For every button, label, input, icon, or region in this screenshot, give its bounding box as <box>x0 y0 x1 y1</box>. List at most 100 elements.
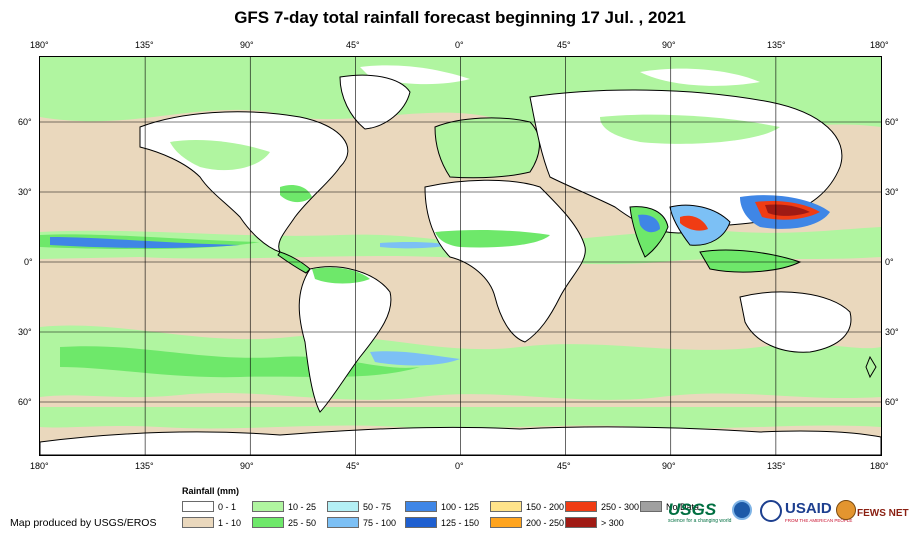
arctic-dry-patch-2 <box>640 68 760 86</box>
central-america <box>277 251 311 274</box>
lat-tick-right-0: 0° <box>885 257 894 267</box>
legend-item-0-1: 0 - 1 <box>182 500 236 513</box>
legend-label: 1 - 10 <box>218 517 242 528</box>
lon-tick-bottom-45w: 45° <box>346 461 360 471</box>
usgs-wordmark: USGS <box>668 500 717 519</box>
lat-tick-left-60s: 60° <box>18 397 32 407</box>
usaid-tagline: FROM THE AMERICAN PEOPLE <box>785 518 853 523</box>
lon-tick-top-180e: 180° <box>870 40 889 50</box>
legend-item-200-250: 200 - 250 <box>490 516 564 529</box>
us-east-rain <box>280 185 312 203</box>
itcz-atlantic-heavy <box>380 241 450 249</box>
usaid-seal-icon <box>760 500 782 522</box>
lon-tick-top-180w: 180° <box>30 40 49 50</box>
lon-tick-bottom-90w: 90° <box>240 461 254 471</box>
legend-swatch <box>182 501 214 512</box>
south-america <box>298 266 392 413</box>
legend-item-250-300: 250 - 300 <box>565 500 639 513</box>
lat-tick-left-60n: 60° <box>18 117 32 127</box>
lat-tick-left-30n: 30° <box>18 187 32 197</box>
legend-item-10-25: 10 - 25 <box>252 500 316 513</box>
lon-tick-top-45w: 45° <box>346 40 360 50</box>
legend-swatch <box>565 517 597 528</box>
lon-tick-top-135e: 135° <box>767 40 786 50</box>
legend-swatch <box>490 501 522 512</box>
legend-swatch <box>327 501 359 512</box>
india-west-coast-heavy <box>638 214 660 233</box>
legend-swatch <box>182 517 214 528</box>
rainfall-map-svg <box>40 57 881 455</box>
legend-swatch <box>565 501 597 512</box>
lat-tick-right-30s: 30° <box>885 327 899 337</box>
usaid-wordmark: USAID <box>785 500 832 517</box>
australia <box>739 291 852 353</box>
lon-tick-top-135w: 135° <box>135 40 154 50</box>
rainfall-map <box>39 56 882 456</box>
legend-swatch <box>252 517 284 528</box>
legend-label: 25 - 50 <box>288 517 317 528</box>
bay-of-bengal-extreme <box>680 215 708 231</box>
legend-label: 75 - 100 <box>363 517 397 528</box>
europe <box>434 117 540 179</box>
legend-item-25-50: 25 - 50 <box>252 516 316 529</box>
lon-tick-bottom-45e: 45° <box>557 461 571 471</box>
legend-label: No Data <box>666 501 700 512</box>
noaa-logo-icon <box>732 500 752 520</box>
lat-tick-right-60s: 60° <box>885 397 899 407</box>
fewsnet-globe-icon <box>836 500 856 520</box>
usaid-logo: USAID FROM THE AMERICAN PEOPLE <box>785 500 852 523</box>
new-zealand <box>865 355 877 379</box>
legend-label: 10 - 25 <box>288 501 317 512</box>
legend-label: 150 - 200 <box>526 501 565 512</box>
legend-title: Rainfall (mm) <box>182 486 240 496</box>
map-title: GFS 7-day total rainfall forecast beginn… <box>234 8 686 27</box>
legend-swatch <box>327 517 359 528</box>
legend-item-100-125: 100 - 125 <box>405 500 479 513</box>
lon-tick-bottom-0: 0° <box>455 461 464 471</box>
legend-label: > 300 <box>601 517 624 528</box>
legend-swatch <box>405 517 437 528</box>
lon-tick-top-90w: 90° <box>240 40 254 50</box>
legend-item-over-300: > 300 <box>565 516 624 529</box>
legend-swatch <box>405 501 437 512</box>
lon-tick-top-0: 0° <box>455 40 464 50</box>
lon-tick-top-90e: 90° <box>662 40 676 50</box>
lon-tick-bottom-180w: 180° <box>30 461 49 471</box>
lat-tick-left-0: 0° <box>24 257 33 267</box>
legend-swatch <box>640 501 662 512</box>
graticule <box>40 57 881 455</box>
legend-item-125-150: 125 - 150 <box>405 516 479 529</box>
lon-tick-bottom-180e: 180° <box>870 461 889 471</box>
canada-rain <box>170 140 270 171</box>
legend-label: 200 - 250 <box>526 517 565 528</box>
lon-tick-bottom-135e: 135° <box>767 461 786 471</box>
lat-tick-left-30s: 30° <box>18 327 32 337</box>
map-credit: Map produced by USGS/EROS <box>10 517 157 529</box>
legend-item-150-200: 150 - 200 <box>490 500 564 513</box>
fewsnet-logo: FEWS NET <box>857 503 909 521</box>
lon-tick-bottom-90e: 90° <box>662 461 676 471</box>
legend-label: 125 - 150 <box>441 517 480 528</box>
lon-tick-bottom-135w: 135° <box>135 461 154 471</box>
greenland <box>339 74 411 130</box>
legend-label: 100 - 125 <box>441 501 480 512</box>
legend-item-75-100: 75 - 100 <box>327 516 396 529</box>
legend-label: 250 - 300 <box>601 501 640 512</box>
sahel-rain <box>435 230 550 248</box>
usgs-logo: USGS science for a changing world <box>668 500 731 524</box>
legend-swatch <box>252 501 284 512</box>
legend-swatch <box>490 517 522 528</box>
legend-label: 0 - 1 <box>218 501 237 512</box>
africa <box>424 179 586 343</box>
usgs-tagline: science for a changing world <box>668 518 732 524</box>
legend-label: 50 - 75 <box>363 501 392 512</box>
lon-tick-top-45e: 45° <box>557 40 571 50</box>
legend-item-no-data: No Data <box>640 500 699 513</box>
lat-tick-right-60n: 60° <box>885 117 899 127</box>
fewsnet-wordmark: FEWS NET <box>857 508 909 519</box>
lat-tick-right-30n: 30° <box>885 187 899 197</box>
legend-item-50-75: 50 - 75 <box>327 500 391 513</box>
western-pacific-over-300 <box>765 204 810 216</box>
southern-atlantic-heavy <box>370 351 460 366</box>
legend-item-1-10: 1 - 10 <box>182 516 241 529</box>
